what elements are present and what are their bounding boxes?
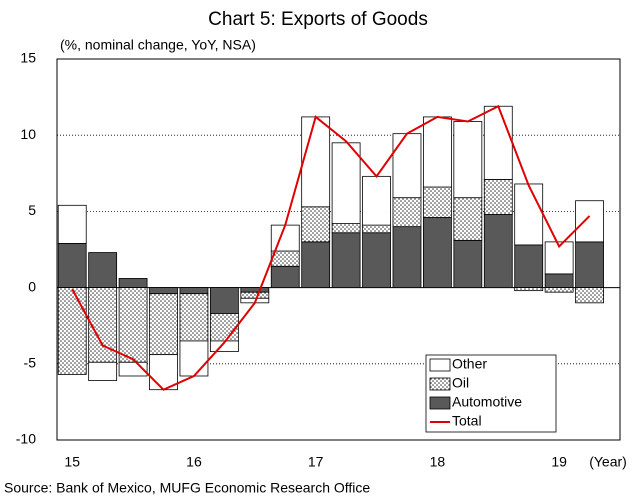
bar-segment xyxy=(240,291,270,299)
bar-segment xyxy=(483,214,513,288)
y-tick-label: -5 xyxy=(24,355,37,371)
bar-segment xyxy=(362,175,391,226)
bar-segment xyxy=(88,287,118,363)
bar-segment xyxy=(331,142,361,224)
x-tick-label: 17 xyxy=(308,454,324,470)
legend-label: Automotive xyxy=(452,394,522,410)
plot-frame xyxy=(56,58,621,441)
bar-segment xyxy=(483,105,513,180)
bar-segment xyxy=(514,244,544,288)
bar-segment xyxy=(301,116,331,208)
x-tick-label: 19 xyxy=(551,454,567,470)
bar-segment xyxy=(575,200,604,243)
bar-segment xyxy=(57,287,87,375)
bar-segment xyxy=(514,287,544,292)
bar-segment xyxy=(392,133,422,199)
bar-segment xyxy=(483,178,513,215)
bar-segment xyxy=(179,340,209,377)
y-tick-label: -10 xyxy=(16,431,36,447)
bar-segment xyxy=(423,217,452,288)
source: Source: Bank of Mexico, MUFG Economic Re… xyxy=(4,480,370,496)
bar-segment xyxy=(179,287,209,295)
bar-segment xyxy=(240,287,270,293)
legend-swatch xyxy=(429,377,451,391)
bar-segment xyxy=(118,278,148,288)
bar-segment xyxy=(301,206,331,243)
y-tick-label: 10 xyxy=(20,126,36,142)
bar-segment xyxy=(362,232,391,288)
bar-segment xyxy=(423,116,452,188)
bar-segment xyxy=(270,250,300,267)
bar-segment xyxy=(575,241,604,289)
bar-segment xyxy=(149,293,178,356)
bar-segment xyxy=(88,252,118,289)
bar-segment xyxy=(423,186,452,218)
bar-segment xyxy=(544,273,574,289)
y-tick-label: 5 xyxy=(28,202,36,218)
bar-segment xyxy=(301,241,331,289)
x-tick-label: 15 xyxy=(64,454,80,470)
bar-segment xyxy=(392,197,422,228)
bar-segment xyxy=(209,287,239,314)
y-tick-label: 0 xyxy=(28,278,36,294)
bar-segment xyxy=(57,243,87,289)
legend-label: Other xyxy=(452,356,487,372)
bar-segment xyxy=(453,239,483,289)
bar-segment xyxy=(362,224,391,234)
bar-segment xyxy=(179,293,209,342)
bar-segment xyxy=(88,361,118,381)
bar-segment xyxy=(514,183,544,246)
bar-segment xyxy=(392,226,422,288)
chart-subtitle: (%, nominal change, YoY, NSA) xyxy=(60,37,256,53)
legend-label: Oil xyxy=(452,375,469,391)
bar-segment xyxy=(575,287,604,304)
bar-segment xyxy=(149,354,178,391)
y-tick-label: 15 xyxy=(20,50,36,66)
bar-segment xyxy=(57,204,87,244)
chart-title: Chart 5: Exports of Goods xyxy=(208,9,428,30)
bar-segment xyxy=(270,224,300,252)
bar-segment xyxy=(331,223,361,234)
x-tick-label: 16 xyxy=(186,454,202,470)
legend-swatch xyxy=(429,396,451,410)
bar-segment xyxy=(544,287,574,293)
bar-segment xyxy=(118,287,148,363)
bar-segment xyxy=(453,121,483,199)
x-tick-label: 18 xyxy=(430,454,446,470)
x-axis-label: (Year) xyxy=(589,454,627,470)
bar-segment xyxy=(270,265,300,289)
total-line xyxy=(71,104,591,391)
legend-swatch xyxy=(429,358,451,372)
bar-segment xyxy=(331,232,361,288)
legend-label: Total xyxy=(452,413,482,429)
bar-segment xyxy=(149,287,178,295)
bar-segment xyxy=(209,313,239,342)
bar-segment xyxy=(453,197,483,241)
